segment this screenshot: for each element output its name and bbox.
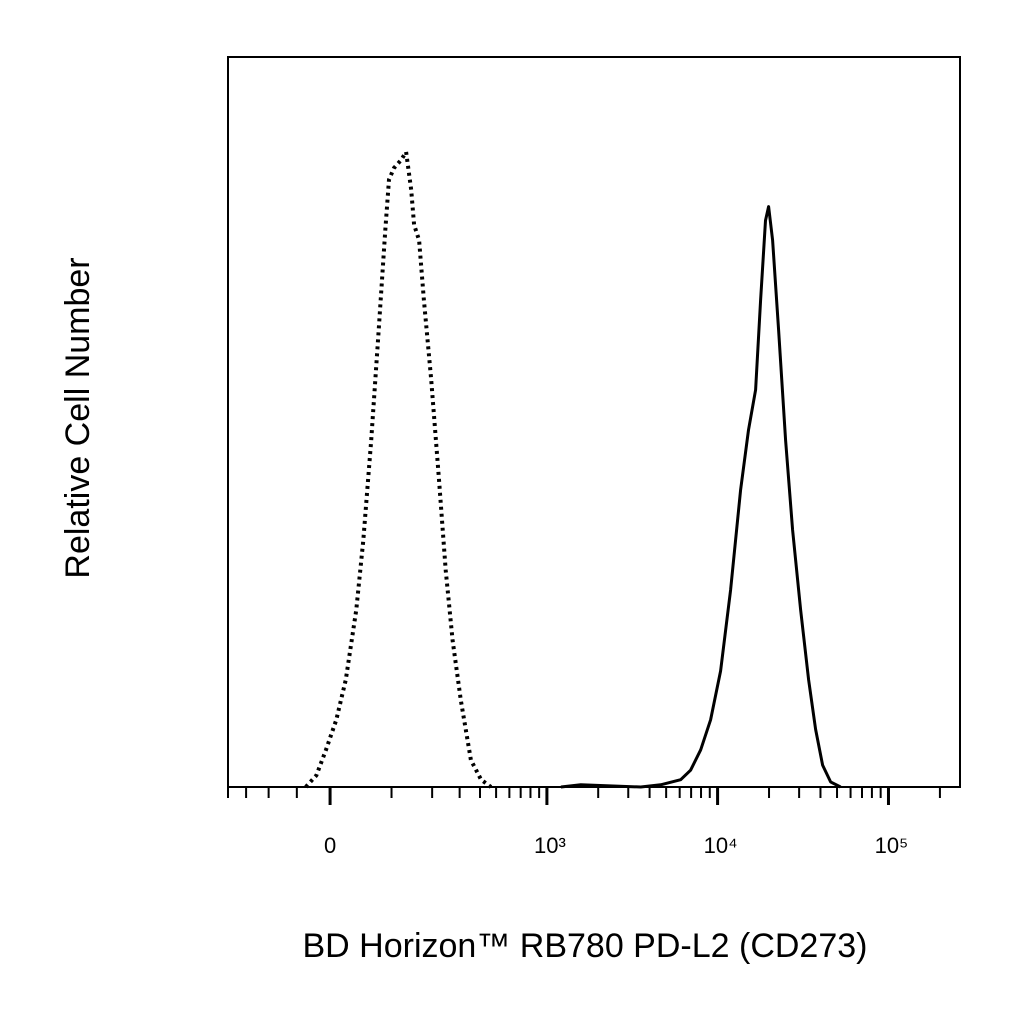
x-axis-label: BD Horizon™ RB780 PD-L2 (CD273) bbox=[303, 927, 868, 965]
x-tick-label: 10³ bbox=[534, 833, 566, 858]
histogram-curve bbox=[560, 205, 842, 789]
x-tick-label: 10⁴ bbox=[704, 833, 738, 858]
plot-frame bbox=[227, 56, 961, 788]
y-axis-label: Relative Cell Number bbox=[59, 257, 97, 578]
histogram-curve bbox=[304, 149, 493, 789]
x-tick-label: 0 bbox=[324, 833, 336, 858]
x-tick-label: 10⁵ bbox=[875, 833, 909, 858]
